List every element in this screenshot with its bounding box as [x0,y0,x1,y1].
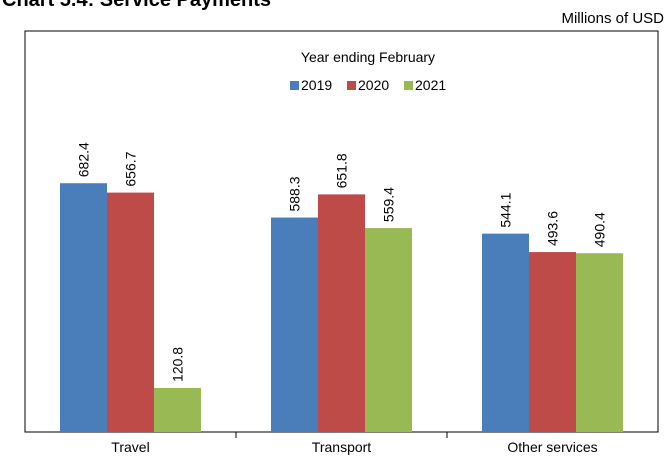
value-label: 120.8 [170,347,186,382]
value-label: 651.8 [334,153,350,188]
value-label: 490.4 [592,212,608,247]
x-tick-label: Travel [111,439,149,455]
value-label: 493.6 [545,211,561,246]
x-tick-label: Other services [507,439,597,455]
value-label: 544.1 [498,192,514,227]
legend-label: 2021 [415,77,446,93]
value-label: 682.4 [76,142,92,177]
bar [318,194,365,432]
bar [107,192,154,432]
x-tick-label: Transport [312,439,372,455]
bar [154,387,201,432]
legend-swatch [404,81,413,90]
value-label: 559.4 [381,187,397,222]
legend-title: Year ending February [301,49,435,65]
bar [271,217,318,432]
legend-swatch [290,81,299,90]
unit-label: Millions of USD [561,10,664,27]
bar [60,183,107,432]
value-label: 588.3 [287,176,303,211]
bar [576,253,623,432]
legend-label: 2020 [358,77,389,93]
legend-label: 2019 [301,77,332,93]
value-label: 656.7 [123,151,139,186]
bar [529,252,576,432]
bar [482,233,529,432]
legend-swatch [347,81,356,90]
bar [365,228,412,432]
chart-title: Chart 5.4: Service Payments [2,0,271,11]
